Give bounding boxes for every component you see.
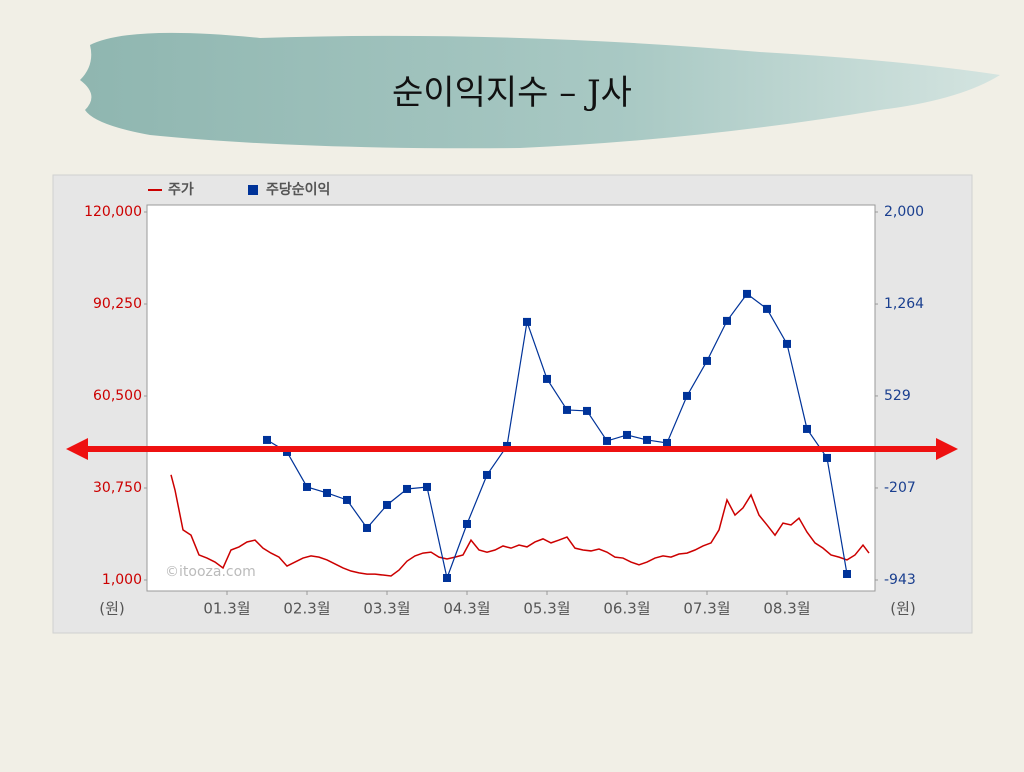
point-marker	[463, 519, 471, 528]
x-tick-label: 07.3월	[683, 600, 730, 618]
point-marker	[503, 441, 511, 450]
y-tick-label: 90,250	[93, 296, 142, 312]
y-tick-label: 60,500	[93, 388, 142, 404]
point-marker	[643, 435, 651, 444]
x-tick-label: 08.3월	[763, 600, 810, 618]
point-marker	[583, 406, 591, 415]
point-marker	[763, 304, 771, 313]
y2-tick-label: 529	[884, 388, 911, 404]
x-tick-label: 01.3월	[203, 600, 250, 618]
point-marker	[523, 317, 531, 326]
point-marker	[483, 470, 491, 479]
legend-label: 주당순이익	[266, 181, 330, 198]
point-marker	[263, 435, 271, 444]
red-arrow	[66, 438, 958, 460]
y2-tick-label: 2,000	[884, 204, 924, 220]
y2-unit-label: (원)	[890, 600, 916, 618]
y2-tick-label: -207	[884, 480, 916, 496]
point-marker	[683, 391, 691, 400]
y-tick-label: 120,000	[84, 204, 142, 220]
y-tick-label: 30,750	[93, 480, 142, 496]
point-marker	[823, 453, 831, 462]
slide-title: 순이익지수 – J사	[392, 73, 632, 113]
y2-tick-label: -943	[884, 572, 916, 588]
point-marker	[723, 316, 731, 325]
point-marker	[623, 430, 631, 439]
series-line	[170, 474, 870, 577]
point-marker	[563, 405, 571, 414]
legend-swatch	[248, 185, 258, 195]
point-marker	[663, 438, 671, 447]
point-marker	[743, 289, 751, 298]
y2-tick-label: 1,264	[884, 296, 924, 312]
point-marker	[363, 523, 371, 532]
point-marker	[603, 436, 611, 445]
y-unit-label: (원)	[99, 600, 125, 618]
point-marker	[443, 573, 451, 582]
title-brush	[80, 32, 1000, 149]
x-tick-label: 06.3월	[603, 600, 650, 618]
plot: ©itooza.com 1,000 30,750 60,500 90,250 120,00…	[84, 181, 924, 618]
x-tick-label: 04.3월	[443, 600, 490, 618]
point-marker	[343, 495, 351, 504]
point-marker	[423, 482, 431, 491]
point-marker	[803, 424, 811, 433]
x-tick-label: 02.3월	[283, 600, 330, 618]
y-tick-label: 1,000	[102, 572, 142, 588]
legend-label: 주가	[168, 182, 194, 198]
point-marker	[383, 500, 391, 509]
point-marker	[843, 569, 851, 578]
watermark: ©itooza.com	[165, 564, 256, 580]
point-marker	[403, 484, 411, 493]
point-marker	[303, 482, 311, 491]
point-marker	[543, 374, 551, 383]
plot-area	[146, 204, 876, 592]
point-marker	[783, 339, 791, 348]
x-tick-label: 03.3월	[363, 600, 410, 618]
point-marker	[323, 488, 331, 497]
x-tick-label: 05.3월	[523, 600, 570, 618]
point-marker	[703, 356, 711, 365]
